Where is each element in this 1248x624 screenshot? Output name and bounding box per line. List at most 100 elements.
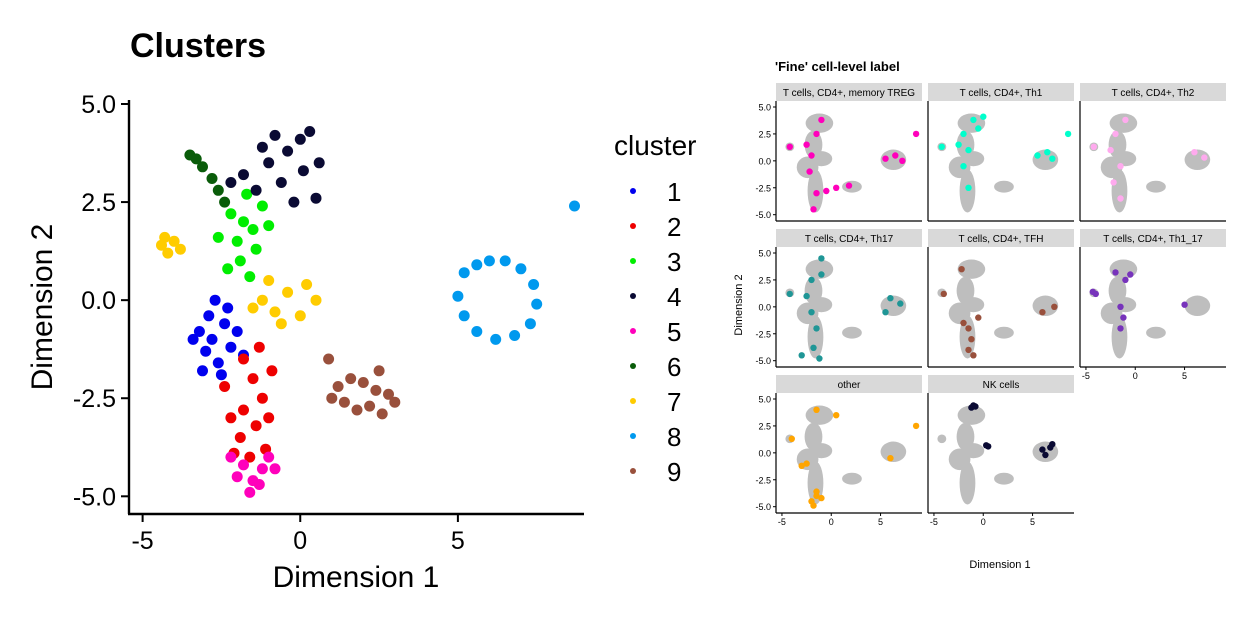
point-cluster-4 — [310, 192, 322, 204]
legend-label: 5 — [667, 317, 681, 347]
highlight-point — [1201, 154, 1208, 161]
highlight-point — [1049, 155, 1056, 162]
point-cluster-3 — [244, 271, 256, 283]
point-cluster-9 — [370, 384, 382, 396]
point-cluster-9 — [323, 353, 335, 365]
background-cells — [994, 472, 1014, 485]
background-cells — [807, 315, 824, 359]
highlight-point — [985, 443, 992, 450]
background-cells — [959, 461, 976, 505]
facet-y-tick-label: 5.0 — [758, 249, 771, 259]
legend-items: 1 2 3 4 5 6 7 8 9 — [630, 177, 681, 487]
point-cluster-7 — [310, 294, 322, 306]
point-cluster-3 — [250, 243, 262, 255]
highlight-point — [882, 309, 889, 316]
highlight-point — [833, 184, 840, 191]
point-cluster-4 — [250, 184, 262, 196]
points-layer — [156, 126, 580, 498]
background-cells — [962, 443, 985, 459]
highlight-point — [1191, 149, 1198, 156]
point-cluster-7 — [174, 243, 186, 255]
y-tick-label: 2.5 — [81, 189, 116, 217]
highlight-point — [1039, 446, 1046, 453]
background-cells — [1114, 297, 1137, 313]
point-cluster-1 — [187, 333, 199, 345]
facet-strip — [776, 375, 922, 393]
highlight-point — [970, 352, 977, 359]
highlight-point — [1117, 163, 1124, 170]
highlight-point — [1122, 116, 1129, 124]
background-cells — [1032, 295, 1059, 316]
point-cluster-4 — [282, 145, 294, 157]
point-cluster-7 — [256, 294, 268, 306]
highlight-point — [965, 346, 972, 354]
point-cluster-7 — [275, 318, 287, 330]
facet-panel: T cells, CD4+, Th17 -5.0 -2.5 0.0 2.5 5.0 — [755, 229, 922, 368]
point-cluster-3 — [256, 200, 268, 212]
background-cells — [957, 405, 986, 425]
point-cluster-7 — [301, 279, 313, 290]
highlight-point — [1064, 130, 1072, 138]
background-cells — [805, 113, 834, 133]
point-cluster-2 — [256, 392, 268, 404]
highlight-point — [818, 494, 825, 502]
legend-key-5 — [630, 328, 636, 334]
facet-y-tick-label: -2.5 — [755, 475, 771, 485]
background-cells — [994, 326, 1014, 339]
highlight-point — [808, 309, 815, 316]
facet-y-tick-label: 0.0 — [758, 448, 771, 458]
point-cluster-4 — [238, 169, 249, 181]
highlight-point — [788, 435, 795, 442]
point-cluster-1 — [206, 333, 218, 345]
facet-strip-label: T cells, CD4+, TFH — [959, 234, 1044, 245]
point-cluster-7 — [159, 231, 171, 243]
highlight-point — [965, 146, 972, 154]
point-cluster-1 — [209, 294, 221, 306]
background-cells — [1111, 315, 1128, 359]
highlight-point — [786, 290, 793, 298]
point-cluster-8 — [458, 267, 470, 279]
clusters-umap-chart: Clusters -5.0 -2.5 0.0 2.5 5.0 -5 0 5 Dimensio… — [26, 27, 696, 594]
point-cluster-7 — [269, 306, 281, 318]
highlight-point — [960, 130, 967, 138]
point-cluster-3 — [222, 263, 234, 275]
legend-key-3 — [630, 258, 636, 264]
y-tick-label: 0.0 — [81, 287, 116, 315]
facet-x-tick-label: -5 — [778, 517, 786, 527]
point-cluster-2 — [219, 381, 231, 392]
facet-strip-label: NK cells — [983, 380, 1020, 391]
point-cluster-1 — [215, 369, 227, 381]
highlight-point — [833, 412, 840, 419]
point-cluster-6 — [197, 161, 208, 173]
facet-strip-label: T cells, CD4+, memory TREG — [783, 88, 915, 99]
point-cluster-2 — [263, 412, 275, 424]
legend-key-4 — [630, 293, 636, 299]
legend-key-9 — [630, 468, 636, 474]
facet-strip — [928, 375, 1074, 393]
highlight-point — [975, 314, 982, 321]
highlight-point — [1110, 179, 1117, 186]
facet-y-tick-label: -2.5 — [755, 183, 771, 193]
highlight-point — [1044, 149, 1051, 156]
highlight-point — [975, 125, 982, 132]
fine-label-facet-chart: 'Fine' cell-level label T cells, CD4+, m… — [733, 59, 1226, 571]
legend-key-6 — [630, 363, 636, 369]
background-cells — [805, 405, 834, 425]
facet-y-tick-label: -5.0 — [755, 502, 771, 512]
point-cluster-8 — [509, 330, 521, 341]
highlight-point — [1122, 276, 1129, 284]
point-cluster-5 — [263, 451, 275, 463]
background-cells — [937, 434, 947, 444]
highlight-point — [970, 116, 977, 124]
background-cells — [1114, 151, 1137, 167]
point-cluster-8 — [458, 310, 470, 322]
highlight-point — [938, 143, 945, 150]
highlight-point — [892, 152, 899, 159]
point-cluster-1 — [219, 318, 231, 330]
point-cluster-2 — [250, 420, 262, 432]
facet-y-tick-label: 2.5 — [758, 129, 771, 139]
point-cluster-3 — [241, 188, 253, 200]
legend-key-7 — [630, 398, 636, 404]
point-cluster-8 — [483, 255, 495, 267]
